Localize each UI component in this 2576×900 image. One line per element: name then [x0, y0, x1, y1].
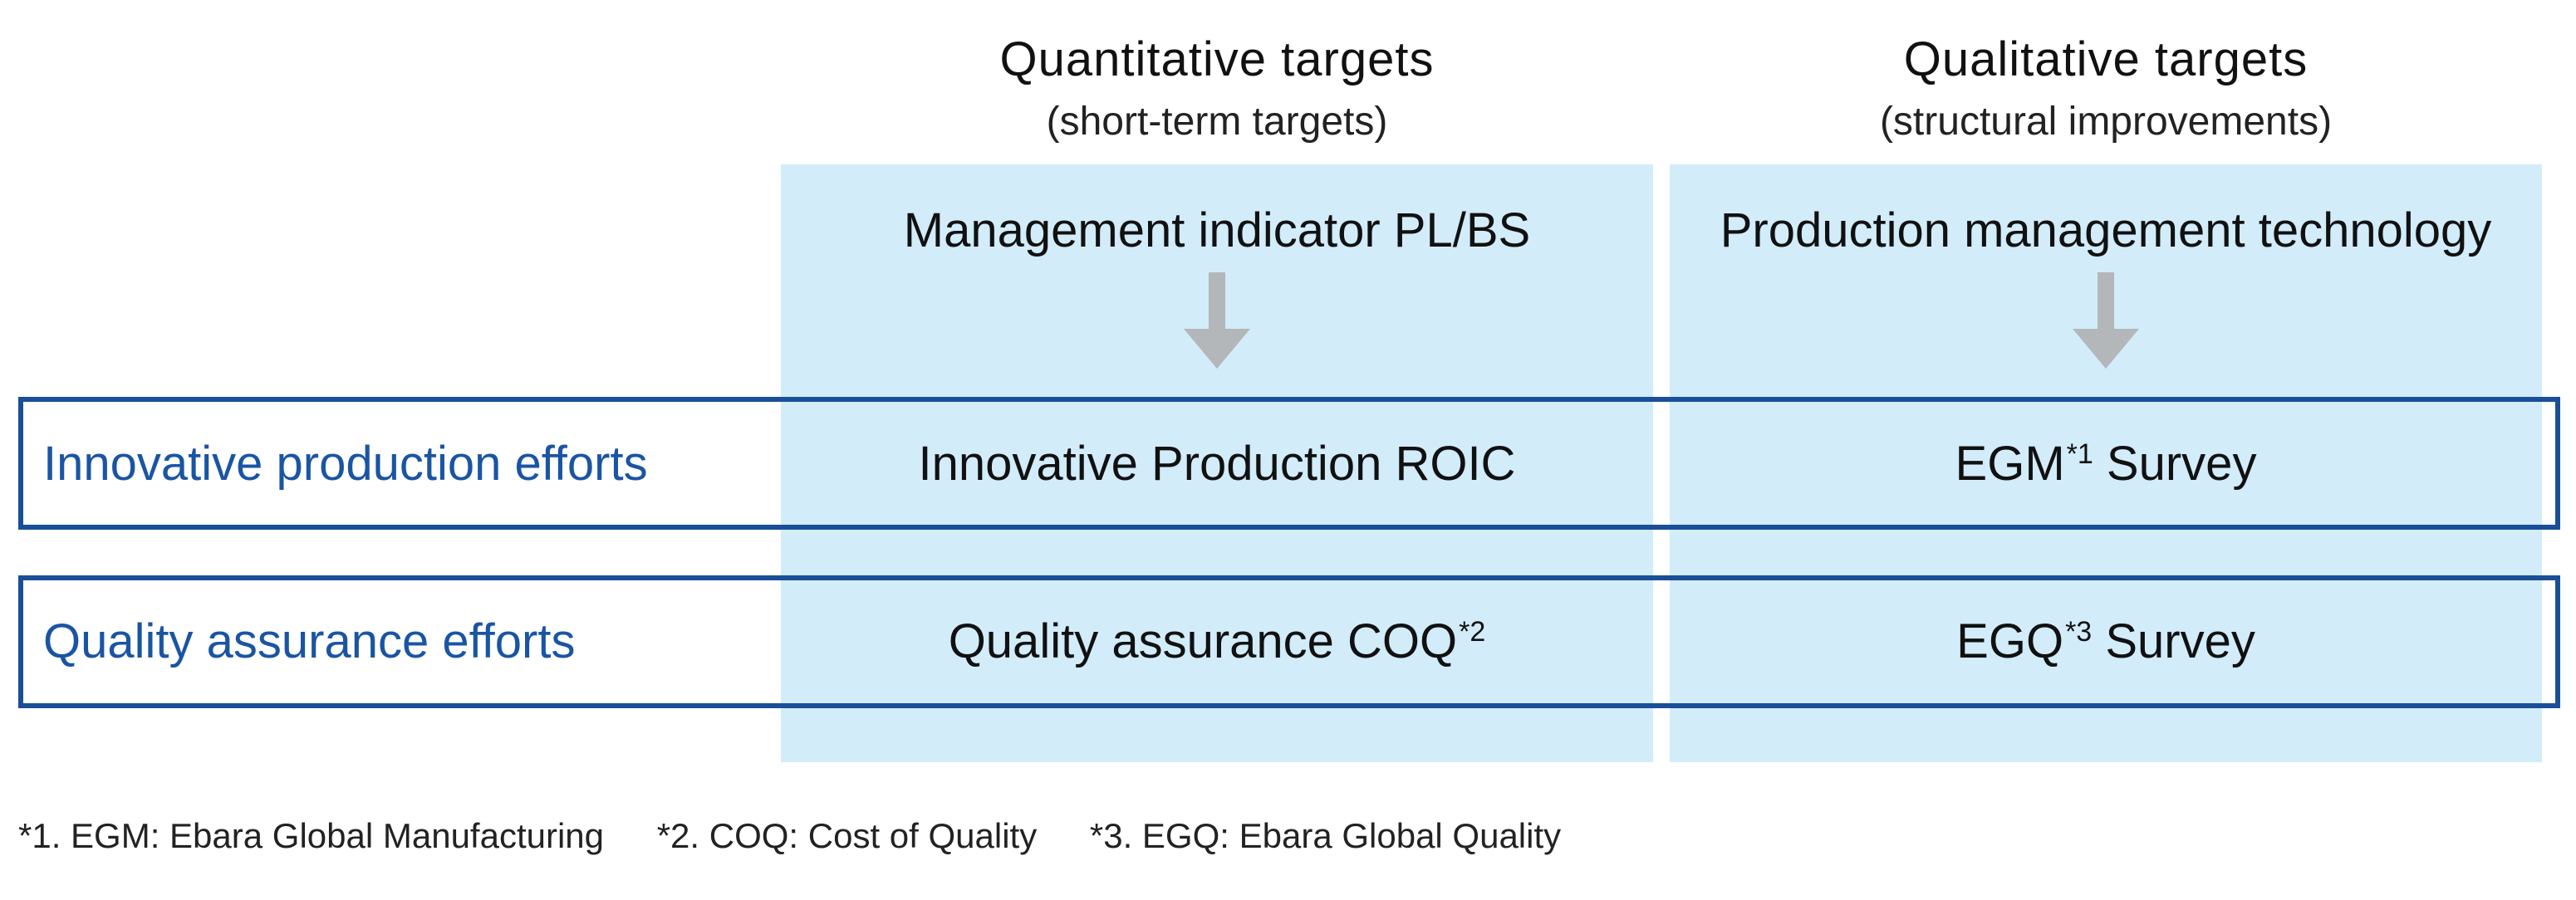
footnote-egm: *1. EGM: Ebara Global Manufacturing [18, 816, 605, 855]
cell-suffix: Survey [2092, 614, 2255, 668]
down-arrow-icon [1184, 272, 1250, 370]
cell-text: Quality assurance COQ [948, 614, 1458, 668]
down-arrow-icon [2073, 272, 2139, 370]
row-label-quality-assurance: Quality assurance efforts [43, 614, 576, 668]
footnote-egq: *3. EGQ: Ebara Global Quality [1089, 816, 1562, 855]
cell-quality-assurance-coq: Quality assurance COQ*2 [781, 613, 1653, 671]
footnote-coq: *2. COQ: Cost of Quality [656, 816, 1038, 855]
cell-egm-survey: EGM*1 Survey [1670, 435, 2542, 493]
cell-text: EGM [1955, 437, 2065, 491]
footnotes: *1. EGM: Ebara Global Manufacturing *2. … [18, 815, 1604, 857]
footnote-marker: *1 [2066, 438, 2093, 470]
cell-innovative-production-roic: Innovative Production ROIC [781, 435, 1653, 493]
column-subtitle-qualitative: (structural improvements) [1879, 100, 2333, 144]
column-category-production-management: Production management technology [1720, 203, 2492, 257]
column-title-qualitative: Qualitative targets [1903, 32, 2309, 86]
cell-suffix: Survey [2093, 437, 2257, 491]
cell-text: Innovative Production ROIC [918, 437, 1516, 491]
cell-text: EGQ [1956, 614, 2064, 668]
footnote-marker: *3 [2065, 616, 2093, 648]
row-label-innovative-production: Innovative production efforts [43, 437, 648, 491]
column-category-management-indicator: Management indicator PL/BS [903, 203, 1531, 257]
cell-egq-survey: EGQ*3 Survey [1670, 613, 2542, 671]
column-background-qualitative [1670, 164, 2542, 762]
row-frame-innovative-production [18, 397, 2560, 530]
column-title-quantitative: Quantitative targets [999, 32, 1435, 86]
row-frame-quality-assurance [18, 575, 2560, 708]
column-subtitle-quantitative: (short-term targets) [1046, 100, 1388, 144]
column-background-quantitative [781, 164, 1653, 762]
footnote-marker: *2 [1459, 616, 1486, 648]
